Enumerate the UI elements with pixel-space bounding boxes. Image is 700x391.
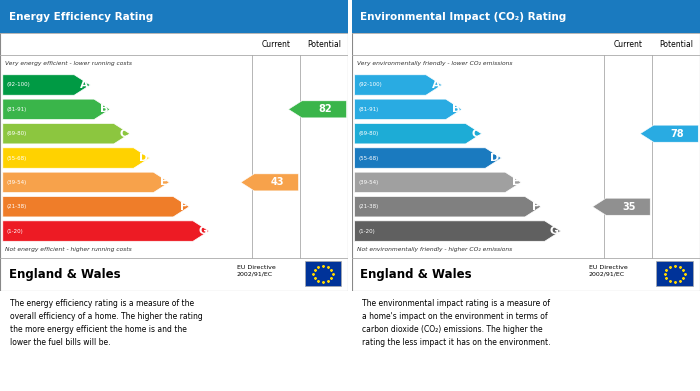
Text: (92-100): (92-100): [358, 83, 382, 88]
Polygon shape: [354, 221, 561, 241]
Bar: [0, 0, 349, 34]
Polygon shape: [354, 148, 501, 168]
Text: Potential: Potential: [307, 40, 341, 49]
Text: (92-100): (92-100): [6, 83, 30, 88]
Text: F: F: [180, 202, 188, 212]
Text: The energy efficiency rating is a measure of the
overall efficiency of a home. T: The energy efficiency rating is a measur…: [10, 299, 203, 347]
Text: EU Directive
2002/91/EC: EU Directive 2002/91/EC: [589, 265, 627, 277]
Text: D: D: [139, 153, 148, 163]
Bar: [351, 0, 700, 34]
Polygon shape: [3, 197, 189, 217]
Text: A: A: [432, 80, 440, 90]
Text: B: B: [452, 104, 460, 114]
Text: (81-91): (81-91): [6, 107, 27, 112]
Text: 82: 82: [318, 104, 332, 114]
Polygon shape: [3, 124, 130, 144]
Text: England & Wales: England & Wales: [8, 268, 120, 281]
Text: (1-20): (1-20): [6, 229, 23, 233]
Text: (81-91): (81-91): [358, 107, 378, 112]
Polygon shape: [3, 172, 169, 193]
Text: EU Directive
2002/91/EC: EU Directive 2002/91/EC: [237, 265, 276, 277]
Text: Very energy efficient - lower running costs: Very energy efficient - lower running co…: [5, 61, 132, 66]
Text: (69-80): (69-80): [6, 131, 27, 136]
Text: (21-38): (21-38): [6, 204, 27, 209]
Text: Energy Efficiency Rating: Energy Efficiency Rating: [8, 12, 153, 22]
Polygon shape: [3, 148, 150, 168]
Text: C: C: [120, 129, 128, 139]
Text: Not energy efficient - higher running costs: Not energy efficient - higher running co…: [5, 247, 132, 252]
Text: C: C: [472, 129, 480, 139]
Polygon shape: [288, 101, 346, 118]
Text: (21-38): (21-38): [358, 204, 378, 209]
Text: England & Wales: England & Wales: [360, 268, 472, 281]
Polygon shape: [354, 172, 522, 193]
Text: (39-54): (39-54): [358, 180, 378, 185]
Bar: [304, 262, 342, 286]
Text: (55-68): (55-68): [358, 156, 378, 161]
Text: E: E: [160, 178, 168, 187]
Text: Environmental Impact (CO₂) Rating: Environmental Impact (CO₂) Rating: [360, 12, 567, 22]
Text: G: G: [550, 226, 559, 236]
Text: (1-20): (1-20): [358, 229, 374, 233]
Text: Current: Current: [614, 40, 643, 49]
Text: Very environmentally friendly - lower CO₂ emissions: Very environmentally friendly - lower CO…: [357, 61, 512, 66]
Text: 43: 43: [271, 178, 284, 187]
Text: 78: 78: [671, 129, 684, 139]
Polygon shape: [241, 174, 298, 191]
Polygon shape: [354, 124, 482, 144]
Bar: [657, 262, 693, 286]
Text: Current: Current: [262, 40, 290, 49]
Polygon shape: [3, 75, 90, 95]
Text: The environmental impact rating is a measure of
a home's impact on the environme: The environmental impact rating is a mea…: [362, 299, 551, 347]
Text: 35: 35: [623, 202, 636, 212]
Text: A: A: [80, 80, 88, 90]
Text: (55-68): (55-68): [6, 156, 27, 161]
Polygon shape: [3, 221, 209, 241]
Polygon shape: [640, 125, 699, 142]
Polygon shape: [354, 99, 462, 120]
Polygon shape: [3, 99, 110, 120]
Polygon shape: [593, 198, 650, 215]
Text: Not environmentally friendly - higher CO₂ emissions: Not environmentally friendly - higher CO…: [357, 247, 512, 252]
Text: F: F: [532, 202, 539, 212]
Polygon shape: [354, 75, 442, 95]
Text: (69-80): (69-80): [358, 131, 378, 136]
Text: Potential: Potential: [659, 40, 693, 49]
Text: E: E: [512, 178, 519, 187]
Text: G: G: [198, 226, 207, 236]
Text: D: D: [491, 153, 500, 163]
Text: B: B: [100, 104, 108, 114]
Text: (39-54): (39-54): [6, 180, 27, 185]
Polygon shape: [354, 197, 541, 217]
